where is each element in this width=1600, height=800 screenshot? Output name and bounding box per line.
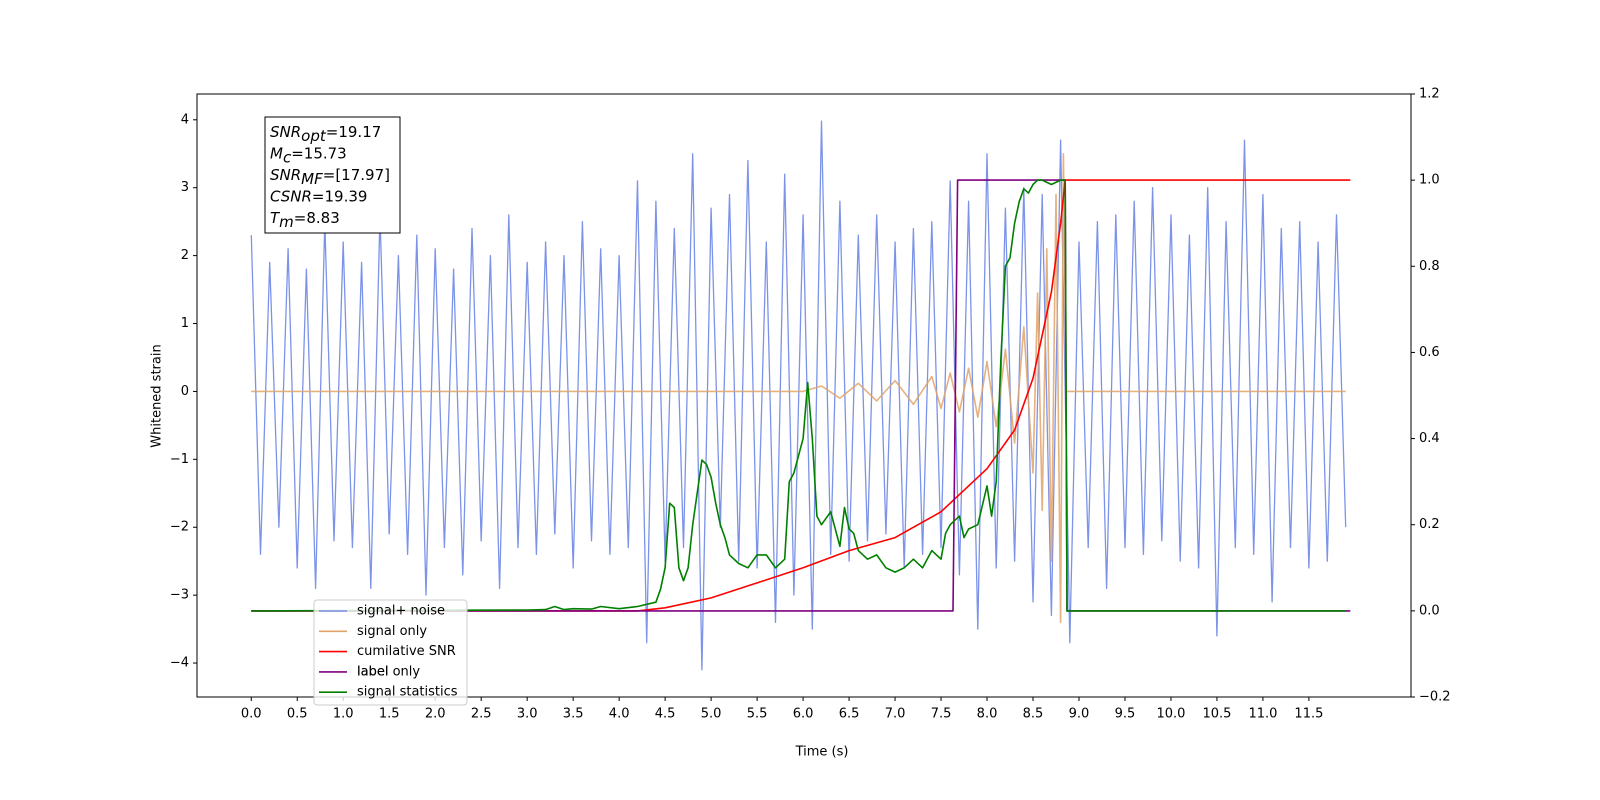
legend-overlap-text: label only xyxy=(357,665,420,680)
annotation-subscript: c xyxy=(283,148,292,166)
annotation-subscript: m xyxy=(279,213,294,231)
x-tick-label: 1.5 xyxy=(379,707,400,722)
plot-area xyxy=(250,120,1351,671)
y2-tick-label: 0.2 xyxy=(1419,517,1440,532)
annotation-line: Mc=15.73 xyxy=(270,144,347,166)
x-tick-label: 8.5 xyxy=(1023,707,1044,722)
legend: label only signal+ noise signal only cumila… xyxy=(313,599,468,706)
y2-tick-label: 1.2 xyxy=(1419,87,1440,102)
y-tick-label: 1 xyxy=(181,316,189,331)
annotation-symbol: SNR xyxy=(270,166,301,184)
x-tick-label: 2.5 xyxy=(471,707,492,722)
annotation-value: =8.83 xyxy=(294,209,340,227)
x-tick-label: 0.0 xyxy=(241,707,262,722)
annotation-subscript: MF xyxy=(301,170,323,188)
y2-tick-label: 1.0 xyxy=(1419,173,1440,188)
x-tick-label: 3.5 xyxy=(563,707,584,722)
series-line xyxy=(251,179,1351,612)
legend-label: cumilative SNR xyxy=(357,644,456,659)
legend-label: signal+ noise xyxy=(357,604,445,619)
legend-label: signal only xyxy=(357,624,427,639)
annotation-line: Tm=8.83 xyxy=(270,209,340,231)
x-axis-label: Time (s) xyxy=(795,745,849,760)
annotation-box: SNRopt=19.17Mc=15.73SNRMF=[17.97]CSNR=19… xyxy=(264,116,401,234)
x-tick-label: 4.5 xyxy=(655,707,676,722)
annotation-frame xyxy=(264,116,401,234)
y-tick-label: −2 xyxy=(170,520,189,535)
y-tick-label: 0 xyxy=(181,384,189,399)
y-tick-label: 2 xyxy=(181,248,189,263)
y-axis-label: Whitened strain xyxy=(150,344,165,447)
annotation-symbol: SNR xyxy=(270,123,301,141)
y-tick-label: −1 xyxy=(170,452,189,467)
legend-label: label xyxy=(357,664,388,679)
annotation-symbol: M xyxy=(270,144,283,162)
annotation-symbol: CSNR xyxy=(270,187,312,205)
x-tick-label: 0.5 xyxy=(287,707,308,722)
annotation-symbol: T xyxy=(270,209,281,227)
x-tick-label: 7.5 xyxy=(931,707,952,722)
y2-tick-label: 0.6 xyxy=(1419,345,1440,360)
annotation-line: SNRMF=[17.97] xyxy=(270,166,390,188)
x-tick-label: 4.0 xyxy=(609,707,630,722)
x-tick-label: 10.5 xyxy=(1202,707,1231,722)
annotation-line: SNRopt=19.17 xyxy=(270,123,381,145)
x-tick-label: 6.5 xyxy=(839,707,860,722)
x-tick-label: 3.0 xyxy=(517,707,538,722)
x-tick-label: 11.0 xyxy=(1248,707,1277,722)
x-tick-label: 2.0 xyxy=(425,707,446,722)
x-tick-label: 5.0 xyxy=(701,707,722,722)
y2-tick-label: 0.8 xyxy=(1419,259,1440,274)
legend-frame xyxy=(313,599,468,706)
x-tick-label: 8.0 xyxy=(977,707,998,722)
y-tick-label: 3 xyxy=(181,180,189,195)
y-tick-label: −3 xyxy=(170,588,189,603)
x-tick-label: 1.0 xyxy=(333,707,354,722)
series-line xyxy=(251,153,1346,624)
y-tick-label: −4 xyxy=(170,656,189,671)
y-tick-label: 4 xyxy=(181,112,189,127)
series-line xyxy=(250,120,1347,671)
y2-tick-label: 0.4 xyxy=(1419,431,1440,446)
x-tick-label: 9.5 xyxy=(1115,707,1136,722)
annotation-value: =[17.97] xyxy=(323,166,390,184)
annotation-line: CSNR=19.39 xyxy=(270,187,367,205)
annotation-value: =19.17 xyxy=(326,123,382,141)
x-tick-label: 9.0 xyxy=(1069,707,1090,722)
x-tick-label: 10.0 xyxy=(1156,707,1185,722)
annotation-value: =15.73 xyxy=(291,144,347,162)
legend-label: signal statistics xyxy=(357,685,458,700)
plot-frame xyxy=(196,93,1412,698)
annotation-subscript: opt xyxy=(301,127,327,145)
x-tick-label: 5.5 xyxy=(747,707,768,722)
x-tick-label: 7.0 xyxy=(885,707,906,722)
annotation-value: =19.39 xyxy=(312,187,368,205)
x-tick-label: 6.0 xyxy=(793,707,814,722)
series-line xyxy=(251,179,1346,612)
x-tick-label: 11.5 xyxy=(1294,707,1323,722)
y2-tick-label: −0.2 xyxy=(1419,690,1451,705)
y2-tick-label: 0.0 xyxy=(1419,603,1440,618)
